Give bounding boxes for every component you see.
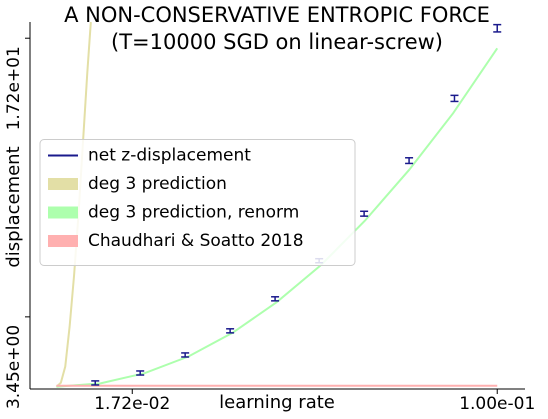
error-bar [493,23,502,33]
y-tick-label: 3.45e+00 [4,325,24,409]
legend-label: Chaudhari & Soatto 2018 [88,231,304,251]
prediction-line [56,47,499,388]
legend-label: deg 3 prediction [88,174,227,194]
error-bar [91,380,100,386]
error-bar [226,328,235,334]
error-bar [181,352,190,358]
legend-handle [48,235,78,247]
error-bar [136,370,145,376]
y-tick-label: 1.72e+01 [4,46,24,130]
error-bar [450,94,459,103]
error-bar [271,296,280,302]
background [0,0,548,20]
legend-handle [48,206,78,219]
chart-subtitle: (T=10000 SGD on linear-screw) [111,30,443,54]
prediction-line [55,21,92,388]
x-tick-label: 1.00e-01 [459,394,535,414]
y-axis-label: displacement [3,146,24,267]
x-tick-label: 1.72e-02 [94,394,170,414]
error-bar [405,157,414,165]
legend-handle [48,178,78,190]
chart-title: A NON-CONSERVATIVE ENTROPIC FORCE [64,3,490,27]
error-bar [360,210,369,217]
legend-label: deg 3 prediction, renorm [88,203,299,223]
x-axis-label: learning rate [219,392,335,413]
legend-label: net z-displacement [88,146,251,166]
legend-box [39,139,356,266]
